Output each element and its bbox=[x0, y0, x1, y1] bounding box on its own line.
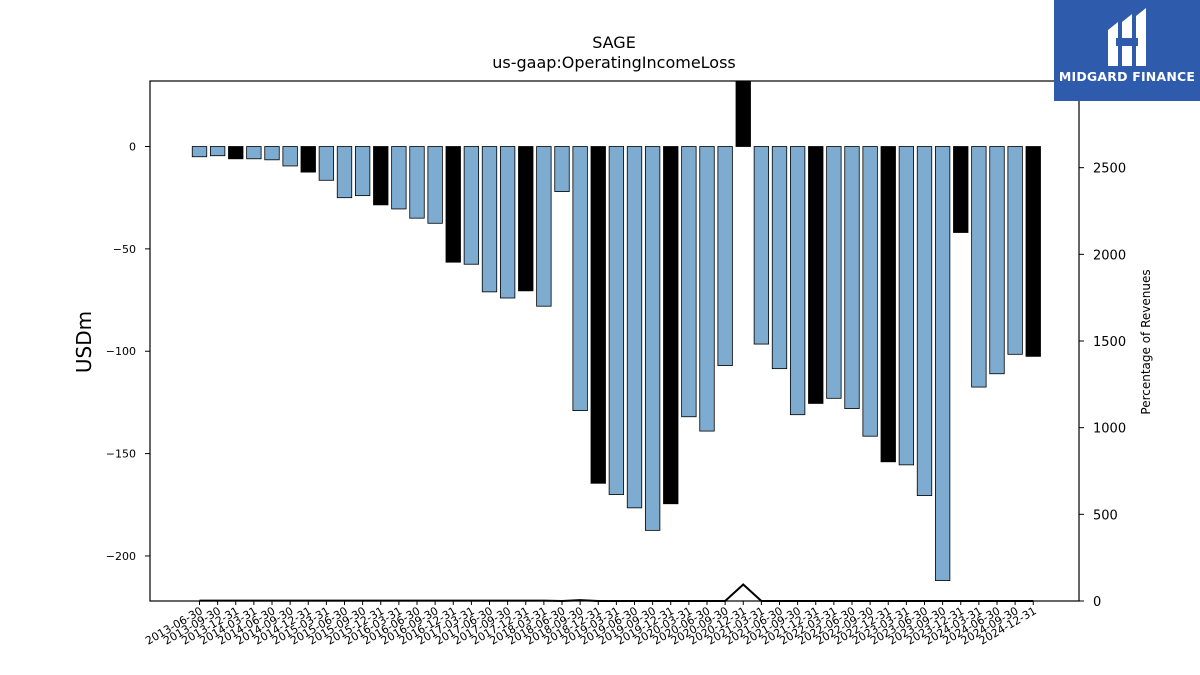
bars-group bbox=[191, 80, 1041, 581]
bar-2019-09-30 bbox=[644, 146, 661, 531]
bar-2019-12-31 bbox=[663, 146, 679, 505]
bar-2020-12-31 bbox=[735, 80, 751, 147]
y2-tick-label: 1000 bbox=[1093, 422, 1126, 437]
bar-2020-03-31 bbox=[681, 146, 697, 418]
bar-2018-06-30 bbox=[554, 146, 570, 192]
bar-2024-09-30 bbox=[1007, 146, 1023, 355]
chart-subtitle: us-gaap:OperatingIncomeLoss bbox=[492, 53, 736, 72]
y-ticks-group: 0 −50 −100 −150 −200 bbox=[106, 141, 150, 563]
bar-2014-03-31 bbox=[246, 146, 262, 160]
bar-2014-09-30 bbox=[282, 146, 298, 167]
bar-2023-03-31 bbox=[898, 146, 915, 466]
bar-2016-03-31 bbox=[391, 146, 407, 210]
y2-tick-label: 0 bbox=[1093, 595, 1101, 610]
chart-title: SAGE bbox=[592, 33, 636, 52]
bar-2015-03-31 bbox=[318, 146, 335, 181]
pct-series-group bbox=[199, 583, 1034, 603]
bar-2017-12-31 bbox=[518, 146, 534, 292]
bar-2023-12-31 bbox=[953, 146, 969, 233]
bar-2014-06-30 bbox=[264, 146, 280, 161]
x-ticks-group: 2013-06-302013-09-302013-12-312014-03-31… bbox=[143, 601, 1039, 648]
bar-2015-06-30 bbox=[336, 146, 353, 199]
midgard-logo-icon bbox=[1108, 8, 1146, 66]
bar-2016-09-30 bbox=[427, 146, 443, 224]
bar-2021-03-31 bbox=[753, 146, 770, 345]
bar-2013-09-30 bbox=[209, 146, 226, 157]
bar-2023-09-30 bbox=[934, 146, 951, 581]
bar-2019-06-30 bbox=[626, 146, 643, 509]
y-tick-label: −50 bbox=[113, 243, 136, 256]
y2-ticks-group: 050010001500200025003000 bbox=[1079, 75, 1126, 610]
bar-2018-09-30 bbox=[572, 146, 588, 411]
bar-2022-12-31 bbox=[880, 146, 896, 463]
plot-frame bbox=[149, 80, 1080, 602]
brand-logo: MIDGARD FINANCE bbox=[1054, 0, 1200, 101]
bar-2024-03-31 bbox=[971, 146, 987, 388]
bar-2018-12-31 bbox=[590, 146, 606, 484]
y-tick-label: −100 bbox=[106, 345, 136, 358]
y-tick-label: −200 bbox=[106, 550, 136, 563]
bar-2021-06-30 bbox=[771, 146, 788, 370]
y-tick-label: −150 bbox=[106, 448, 136, 461]
bar-2013-06-30 bbox=[191, 146, 208, 158]
bar-2017-09-30 bbox=[499, 146, 516, 299]
bar-2023-06-30 bbox=[916, 146, 933, 496]
bar-2014-12-31 bbox=[300, 146, 316, 173]
bar-2021-09-30 bbox=[789, 146, 806, 416]
y2-tick-label: 2000 bbox=[1093, 248, 1126, 263]
bar-2018-03-31 bbox=[536, 146, 552, 307]
bar-2015-09-30 bbox=[354, 146, 371, 197]
bar-2016-06-30 bbox=[409, 146, 425, 219]
y2-tick-label: 2500 bbox=[1093, 162, 1126, 177]
logo-text: MIDGARD FINANCE bbox=[1058, 69, 1196, 84]
bar-2015-12-31 bbox=[373, 146, 389, 206]
bar-2022-09-30 bbox=[862, 146, 878, 437]
y-axis-label: USDm bbox=[72, 311, 96, 373]
bar-2022-06-30 bbox=[844, 146, 860, 409]
bar-2024-12-31 bbox=[1025, 146, 1041, 357]
pct-of-revenues-line bbox=[199, 583, 1034, 603]
bar-2016-12-31 bbox=[445, 146, 461, 263]
bar-2013-12-31 bbox=[228, 146, 244, 160]
bar-2020-09-30 bbox=[717, 146, 733, 366]
bar-2019-03-31 bbox=[608, 146, 625, 495]
y2-tick-label: 1500 bbox=[1093, 335, 1126, 350]
bar-2020-06-30 bbox=[699, 146, 715, 432]
bar-2022-03-31 bbox=[826, 146, 842, 399]
bar-2017-03-31 bbox=[463, 146, 480, 265]
y-tick-label: 0 bbox=[129, 141, 136, 154]
y2-tick-label: 500 bbox=[1093, 508, 1118, 523]
bar-2024-06-30 bbox=[989, 146, 1005, 375]
bar-2021-12-31 bbox=[808, 146, 824, 404]
y2-axis-label: Percentage of Revenues bbox=[1139, 269, 1153, 414]
bar-2017-06-30 bbox=[481, 146, 498, 293]
